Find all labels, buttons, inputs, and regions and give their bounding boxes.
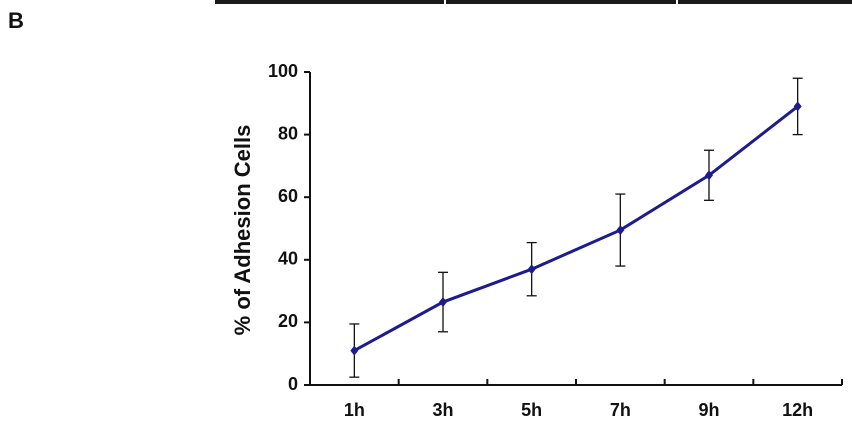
marker — [439, 297, 447, 307]
y-tick-label: 80 — [278, 123, 298, 143]
image-strip — [215, 0, 852, 4]
figure: B % of Adhesion Cells 0 20 40 60 80 100 1h 3h 5h… — [0, 0, 852, 433]
y-axis-label: % of Adhesion Cells — [230, 125, 255, 336]
y-tick-label: 0 — [288, 374, 298, 394]
image-separator — [676, 0, 678, 4]
marker — [528, 264, 536, 274]
x-tick-label: 3h — [432, 400, 453, 420]
y-tick-label: 100 — [268, 61, 298, 81]
y-tick-label: 20 — [278, 311, 298, 331]
image-separator — [444, 0, 446, 4]
x-tick-label: 12h — [782, 400, 813, 420]
x-tick-label: 9h — [698, 400, 719, 420]
x-tick-label: 1h — [344, 400, 365, 420]
panel-label: B — [8, 8, 24, 33]
marker — [616, 225, 624, 235]
x-tick-label: 5h — [521, 400, 542, 420]
y-tick-label: 40 — [278, 249, 298, 269]
line — [354, 106, 797, 350]
marker — [350, 346, 358, 356]
y-tick-label: 60 — [278, 186, 298, 206]
x-tick-label: 7h — [610, 400, 631, 420]
